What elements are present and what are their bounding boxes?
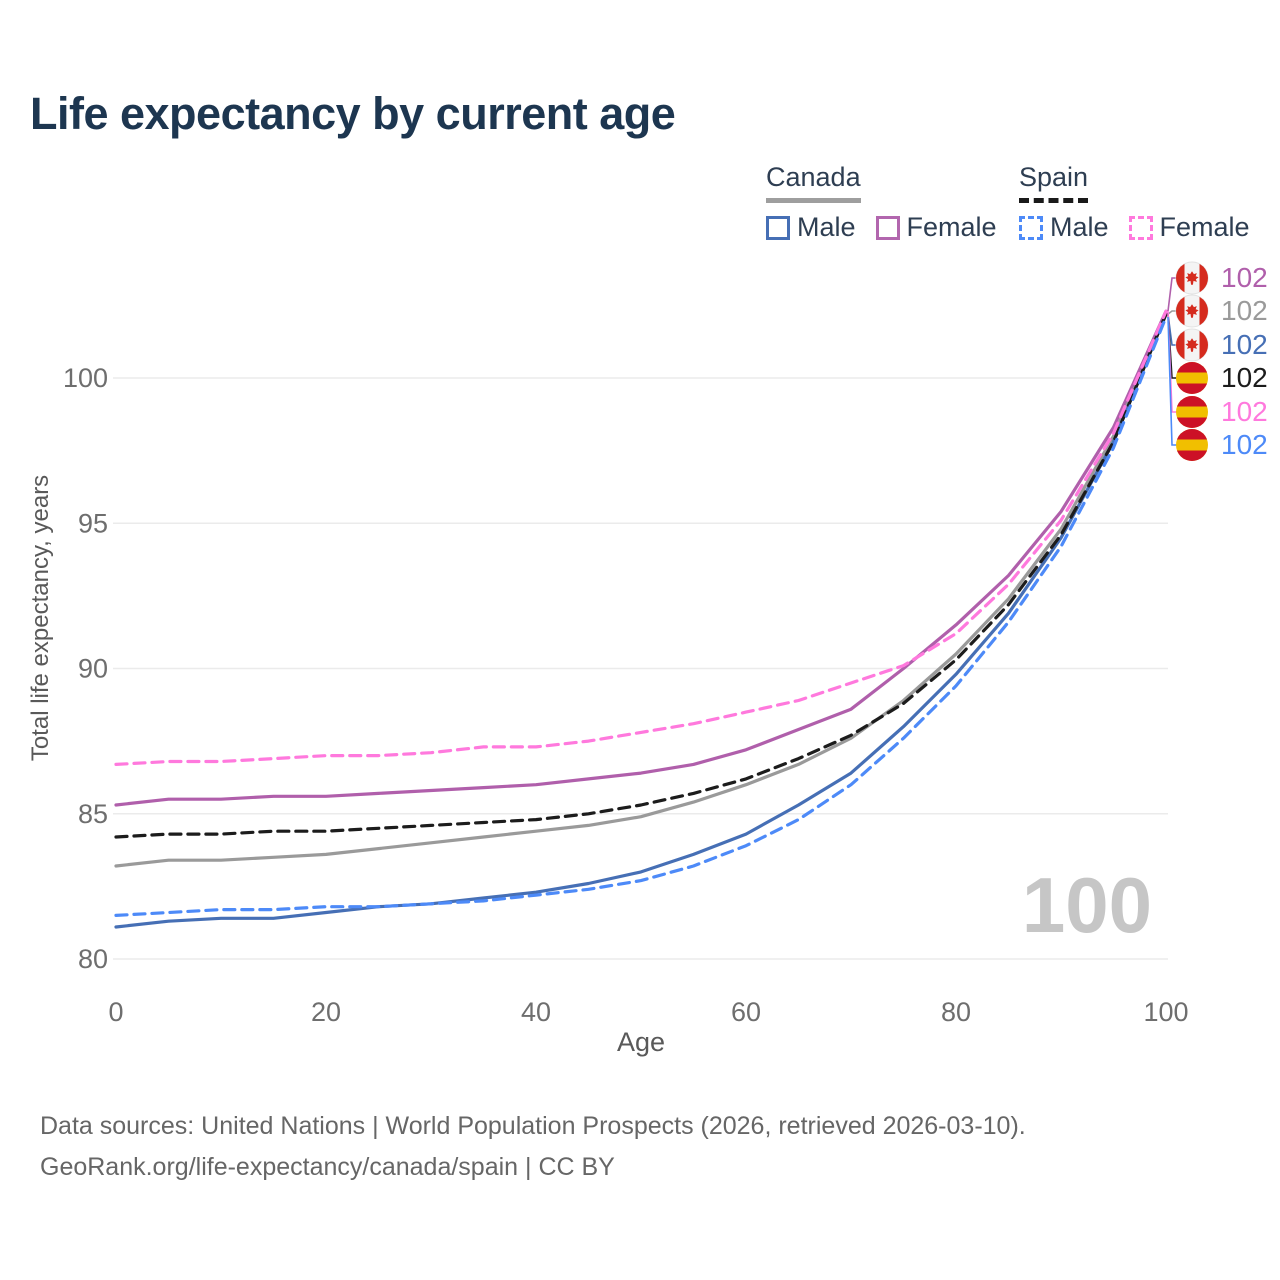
x-tick-label: 100 xyxy=(1143,997,1188,1027)
legend-item-canada-male[interactable]: Male xyxy=(766,212,856,243)
spain-male-swatch-icon xyxy=(1019,215,1043,240)
footer: Data sources: United Nations | World Pop… xyxy=(40,1106,1026,1188)
y-tick-label: 85 xyxy=(78,799,108,829)
y-tick-label: 100 xyxy=(63,363,108,393)
flag-band xyxy=(1176,262,1185,294)
legend-group-canada: Canada Male Female xyxy=(766,162,997,243)
x-tick-label: 0 xyxy=(108,997,123,1027)
legend-item-canada-female[interactable]: Female xyxy=(875,212,997,243)
spain-female-swatch-icon xyxy=(1128,215,1153,240)
legend-items-canada: Male Female xyxy=(766,212,997,243)
age-counter-watermark: 100 xyxy=(1021,861,1152,949)
canada-flag-icon xyxy=(1175,328,1209,362)
legend-item-label: Female xyxy=(1159,212,1250,242)
series-line-canada-both-sexes[interactable] xyxy=(114,312,1168,868)
maple-leaf-icon xyxy=(1185,304,1199,318)
y-axis-title: Total life expectancy, years xyxy=(27,475,54,761)
series-line-canada-female[interactable] xyxy=(114,309,1168,807)
x-tick-label: 20 xyxy=(311,997,341,1027)
canada-male-swatch-icon xyxy=(766,215,790,240)
end-label-value: 102 xyxy=(1221,329,1268,360)
legend-group-spain: Spain Male Female xyxy=(1019,162,1250,243)
end-label-spain-female[interactable]: 102 xyxy=(1176,396,1268,428)
maple-leaf-icon xyxy=(1185,338,1199,352)
series-line-spain-male[interactable] xyxy=(114,315,1168,918)
spain-flag-icon xyxy=(1176,362,1208,394)
end-label-canada-female[interactable]: 102 xyxy=(1175,261,1268,295)
x-axis-title: Age xyxy=(617,1027,665,1057)
legend-item-label: Male xyxy=(1050,212,1109,242)
spain-flag-icon xyxy=(1176,396,1208,428)
y-tick-label: 90 xyxy=(78,654,108,684)
end-label-value: 102 xyxy=(1221,295,1268,326)
series-line-spain-female[interactable] xyxy=(114,309,1168,767)
series-line-spain-both-sexes[interactable] xyxy=(114,312,1168,839)
flag-band xyxy=(1199,262,1208,294)
end-label-spain-both-sexes[interactable]: 102 xyxy=(1176,362,1268,394)
flag-band xyxy=(1176,417,1208,428)
end-label-spain-male[interactable]: 102 xyxy=(1176,429,1268,461)
page-title: Life expectancy by current age xyxy=(30,88,676,139)
spain-flag-icon xyxy=(1176,429,1208,461)
flag-band xyxy=(1176,295,1185,327)
y-tick-label: 95 xyxy=(78,508,108,538)
legend-header-canada[interactable]: Canada xyxy=(766,162,861,203)
series-line-canada-male[interactable] xyxy=(114,312,1168,929)
legend-item-spain-male[interactable]: Male xyxy=(1019,212,1109,243)
flag-band xyxy=(1199,329,1208,361)
legend-items-spain: Male Female xyxy=(1019,212,1250,243)
flag-band xyxy=(1176,383,1208,394)
legend-header-spain[interactable]: Spain xyxy=(1019,162,1089,203)
canada-flag-icon xyxy=(1175,294,1209,328)
x-tick-label: 60 xyxy=(731,997,761,1027)
end-label-value: 102 xyxy=(1221,429,1268,460)
canada-female-swatch-icon xyxy=(875,215,900,240)
legend-item-spain-female[interactable]: Female xyxy=(1128,212,1250,243)
flag-band xyxy=(1199,295,1208,327)
flag-band xyxy=(1176,362,1208,373)
legend-item-label: Male xyxy=(797,212,856,242)
flag-band xyxy=(1176,329,1185,361)
footer-data-sources: Data sources: United Nations | World Pop… xyxy=(40,1112,1026,1140)
end-label-canada-male[interactable]: 102 xyxy=(1175,328,1268,362)
end-label-value: 102 xyxy=(1221,396,1268,427)
end-label-value: 102 xyxy=(1221,362,1268,393)
x-tick-label: 40 xyxy=(521,997,551,1027)
end-label-value: 102 xyxy=(1221,262,1268,293)
y-tick-label: 80 xyxy=(78,944,108,974)
flag-band xyxy=(1176,429,1208,440)
flag-band xyxy=(1176,396,1208,407)
footer-attribution: GeoRank.org/life-expectancy/canada/spain… xyxy=(40,1153,615,1181)
maple-leaf-icon xyxy=(1185,271,1199,285)
end-label-canada-both-sexes[interactable]: 102 xyxy=(1175,294,1268,328)
legend-item-label: Female xyxy=(906,212,997,242)
flag-band xyxy=(1176,450,1208,461)
x-tick-label: 80 xyxy=(941,997,971,1027)
canada-flag-icon xyxy=(1175,261,1209,295)
